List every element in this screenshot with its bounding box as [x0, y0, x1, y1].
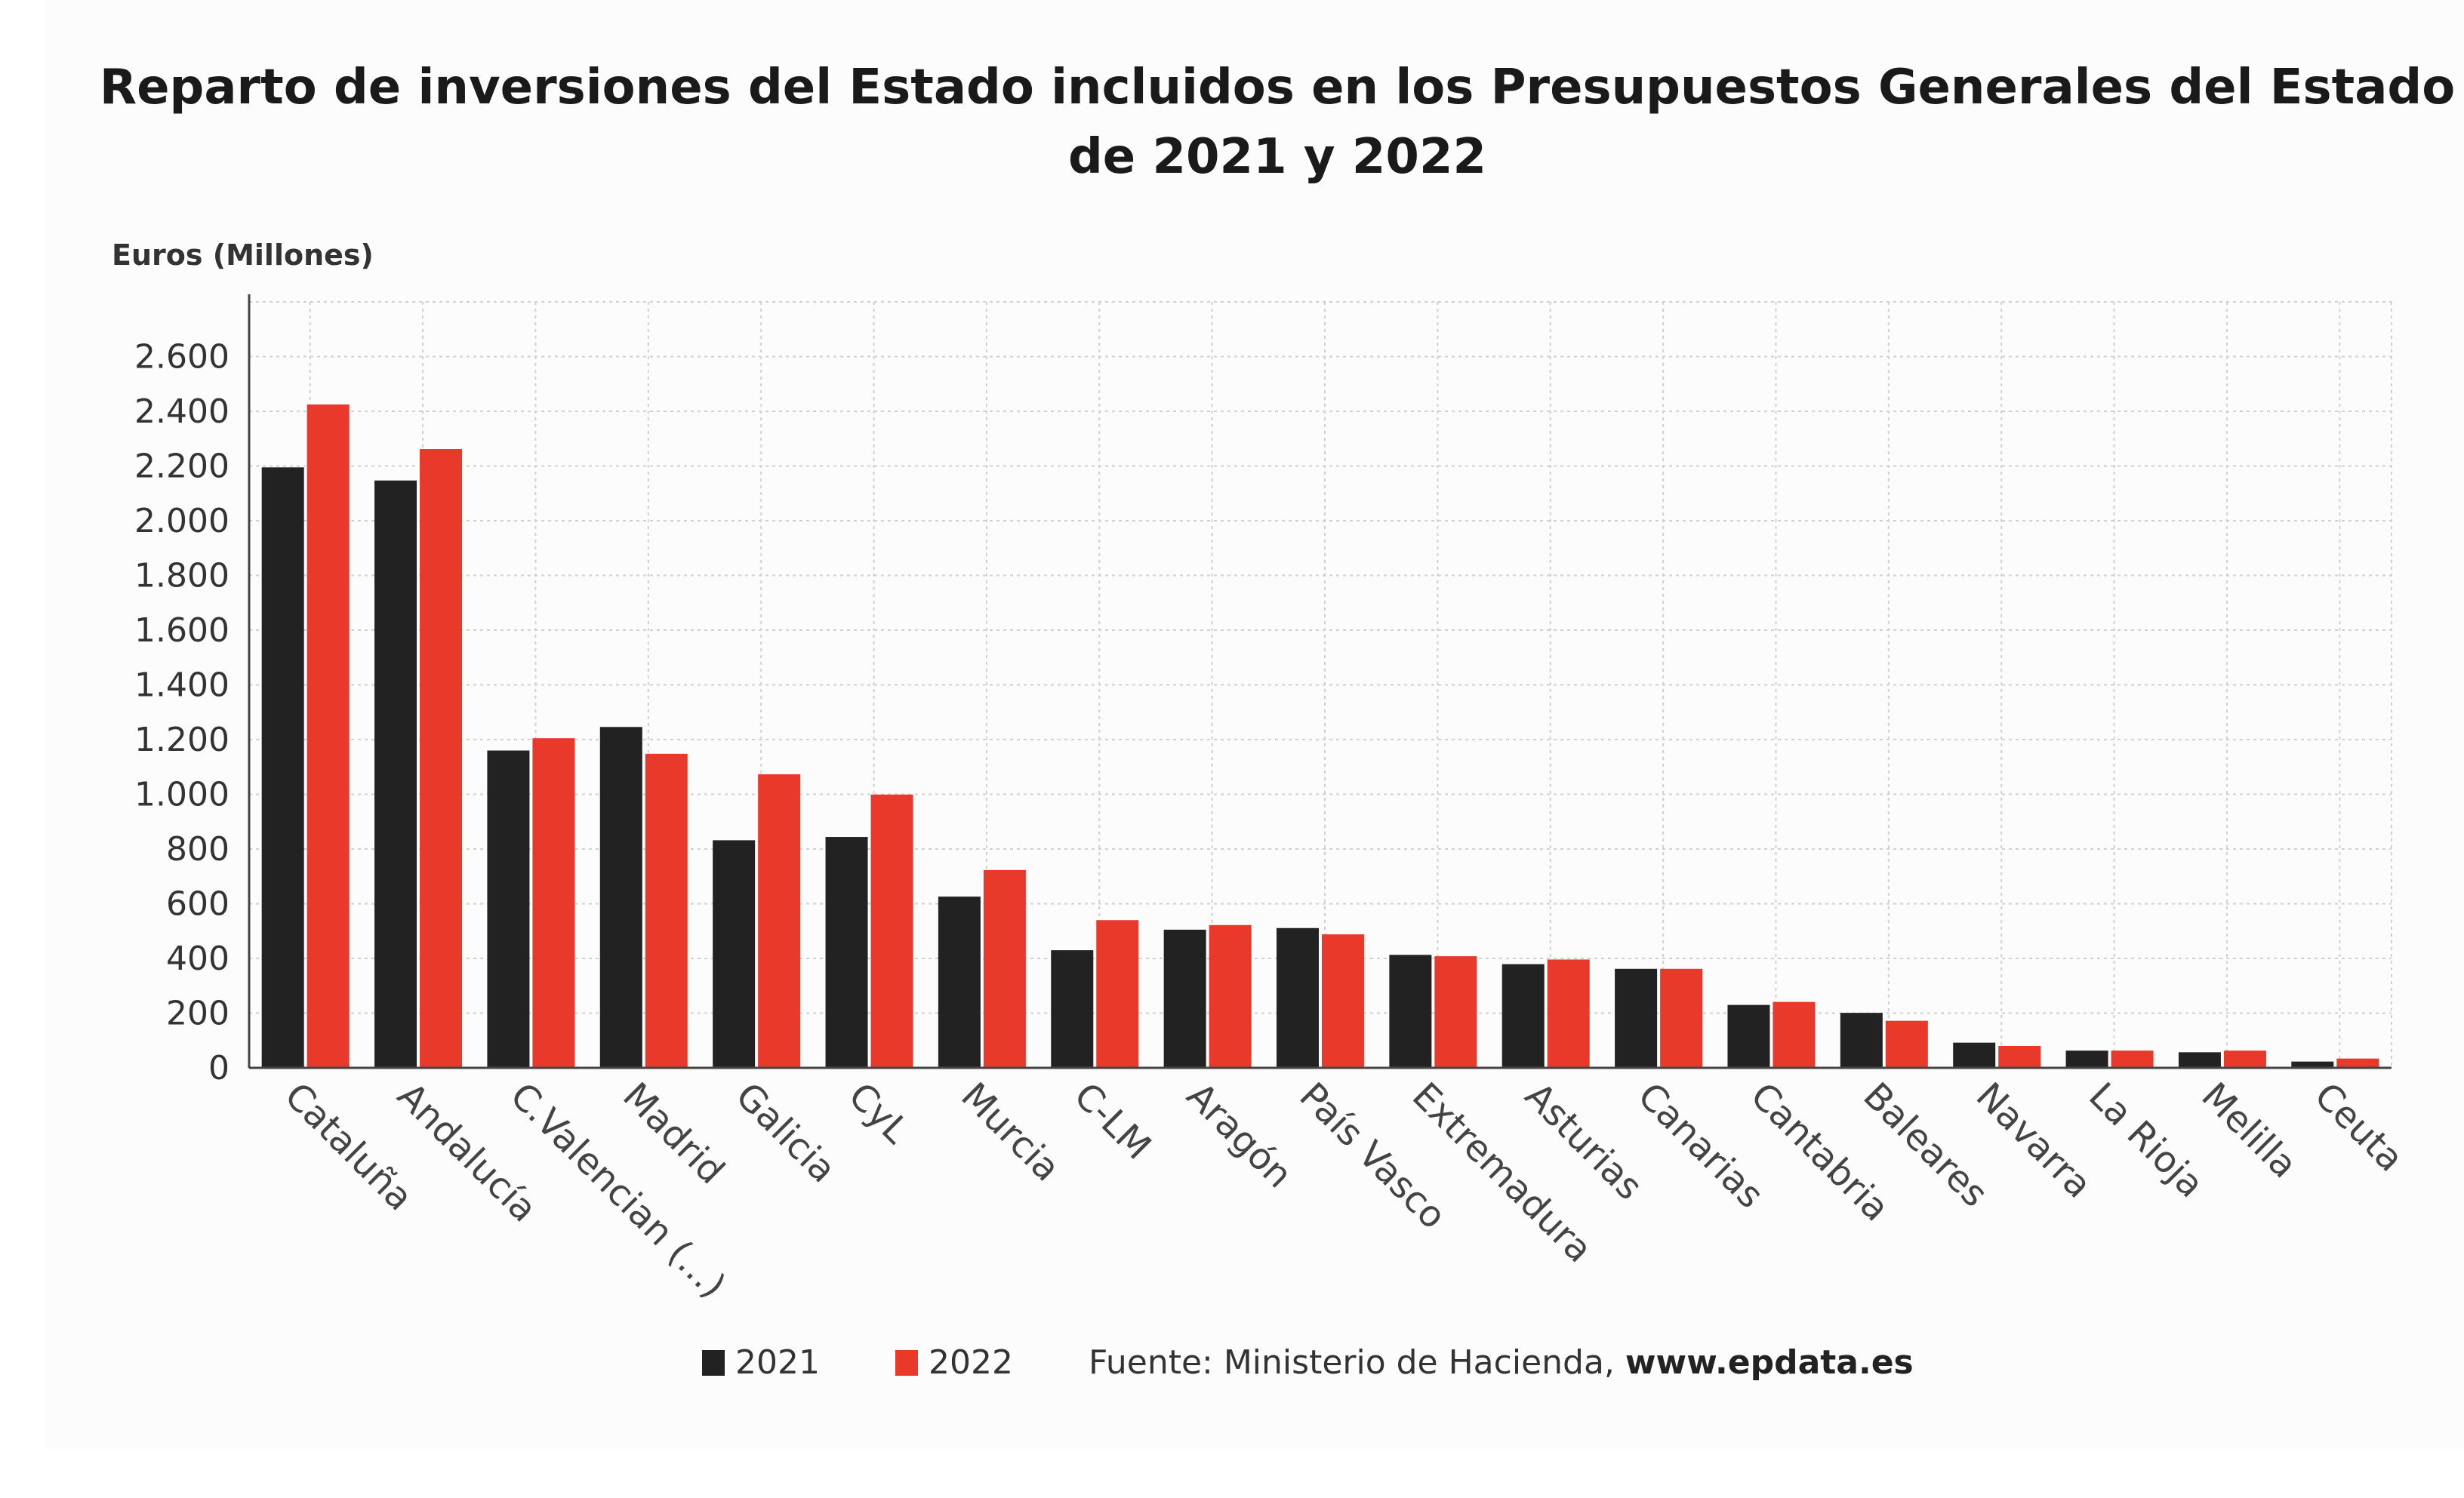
y-tick-label: 1.800 [134, 557, 229, 595]
bar-2021 [1389, 955, 1432, 1068]
x-tick-label: Melilla [2193, 1075, 2305, 1186]
y-tick-label: 0 [208, 1049, 229, 1087]
title-line-1: Reparto de inversiones del Estado inclui… [99, 60, 2456, 115]
bar-2021 [713, 840, 756, 1068]
bar-2021 [1953, 1042, 1996, 1068]
bar-2022 [1660, 968, 1703, 1068]
bar-2022 [1434, 956, 1477, 1068]
legend-swatch-2022 [895, 1349, 918, 1376]
bar-2022 [1096, 920, 1139, 1068]
legend: 2021 2022 Fuente: Ministerio de Hacienda… [702, 1343, 1914, 1382]
bar-2021 [1163, 929, 1206, 1068]
y-tick-label: 600 [166, 885, 229, 924]
bar-2021 [599, 727, 642, 1068]
y-tick-label: 800 [166, 830, 229, 869]
legend-swatch-2021 [702, 1349, 725, 1376]
bar-2021 [938, 897, 981, 1068]
bar-2022 [2336, 1058, 2379, 1068]
bar-2021 [2178, 1052, 2221, 1068]
bar-2022 [532, 738, 575, 1068]
bar-2021 [487, 750, 530, 1068]
chart-title: Reparto de inversiones del Estado inclui… [91, 53, 2464, 192]
bar-2021 [1615, 968, 1658, 1068]
y-tick-label: 2.200 [134, 448, 229, 486]
bar-2021 [374, 480, 417, 1068]
x-tick-label: Aragón [1178, 1075, 1300, 1196]
legend-label-2022: 2022 [928, 1343, 1013, 1382]
bar-2021 [2065, 1050, 2108, 1068]
y-axis-label: Euros (Millones) [112, 238, 374, 272]
bar-2021 [825, 837, 868, 1068]
bar-2022 [2223, 1050, 2266, 1068]
title-line-2: de 2021 y 2022 [1067, 129, 1487, 185]
source-text: Fuente: Ministerio de Hacienda, [1088, 1343, 1625, 1382]
bar-2022 [1773, 1001, 1816, 1068]
bar-2022 [758, 774, 801, 1068]
y-tick-label: 200 [166, 995, 229, 1033]
y-tick-label: 2.000 [134, 502, 229, 540]
legend-item-2022: 2022 [895, 1343, 1013, 1382]
x-tick-label: CyL [840, 1075, 917, 1152]
bar-2022 [1322, 934, 1364, 1068]
legend-label-2021: 2021 [735, 1343, 820, 1382]
x-tick-label: C.Valencian (...) [502, 1075, 734, 1306]
bar-2022 [870, 794, 913, 1068]
bar-2021 [1840, 1013, 1883, 1068]
source-link[interactable]: www.epdata.es [1625, 1343, 1914, 1382]
bar-2021 [1502, 964, 1545, 1068]
x-tick-label: Galicia [728, 1075, 844, 1191]
bar-2022 [420, 449, 463, 1068]
bar-2022 [1547, 959, 1590, 1068]
bar-2022 [983, 869, 1026, 1068]
y-tick-label: 1.400 [134, 666, 229, 705]
bar-2022 [1209, 924, 1252, 1068]
y-tick-label: 2.400 [134, 392, 229, 431]
x-tick-label: Ceuta [2306, 1075, 2412, 1180]
bar-2021 [2291, 1061, 2334, 1068]
legend-item-2021: 2021 [702, 1343, 820, 1382]
y-tick-label: 1.200 [134, 721, 229, 759]
bar-2022 [1998, 1046, 2041, 1068]
bar-2022 [1885, 1020, 1928, 1068]
bar-2021 [1277, 927, 1319, 1068]
bar-2021 [261, 467, 304, 1068]
y-tick-label: 400 [166, 940, 229, 978]
bar-2021 [1051, 950, 1094, 1068]
y-tick-label: 2.600 [134, 338, 229, 377]
x-tick-label: Murcia [953, 1075, 1067, 1189]
y-tick-label: 1.600 [134, 611, 229, 650]
x-tick-label: La Rioja [2081, 1075, 2212, 1206]
x-tick-label: C-LM [1066, 1075, 1160, 1168]
bar-2022 [645, 753, 688, 1068]
y-tick-label: 1.000 [134, 776, 229, 814]
source-note: Fuente: Ministerio de Hacienda, www.epda… [1089, 1343, 1914, 1382]
bar-2022 [306, 404, 350, 1068]
bar-2021 [1727, 1004, 1770, 1068]
bar-2022 [2111, 1050, 2154, 1068]
